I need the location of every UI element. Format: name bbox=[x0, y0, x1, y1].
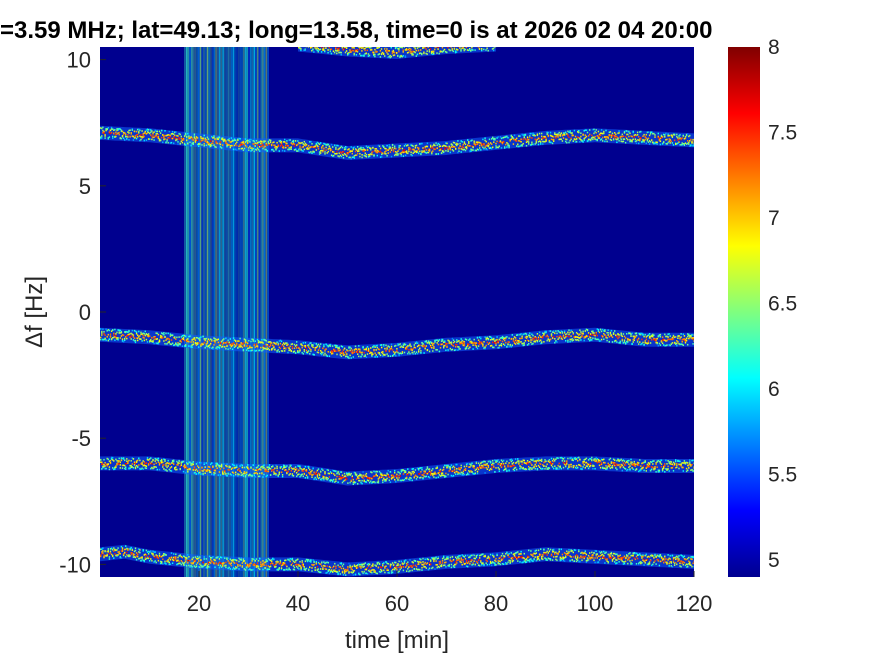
colorbar-tick-label: 5.5 bbox=[768, 463, 797, 486]
y-tick-label: 10 bbox=[67, 48, 91, 73]
x-tick-label: 80 bbox=[484, 591, 508, 616]
x-axis-title: time [min] bbox=[345, 627, 449, 654]
signal-band bbox=[100, 544, 694, 577]
x-tick-label: 40 bbox=[286, 591, 310, 616]
y-tick-label: -10 bbox=[59, 552, 91, 577]
x-tick-label: 60 bbox=[385, 591, 409, 616]
interference-region bbox=[184, 47, 269, 577]
colorbar-tick-label: 6 bbox=[768, 378, 780, 401]
signal-band bbox=[100, 125, 694, 160]
colorbar-tick-label: 7.5 bbox=[768, 122, 797, 145]
y-tick-label: 5 bbox=[79, 174, 91, 199]
signal-band bbox=[100, 456, 694, 486]
signal-band bbox=[298, 47, 497, 59]
colorbar-tick-label: 8 bbox=[768, 36, 780, 59]
y-tick-label: -5 bbox=[71, 426, 91, 451]
colorbar bbox=[728, 47, 760, 577]
colorbar-ticks: 5 5.5 6 6.5 7 7.5 8 bbox=[768, 36, 797, 572]
y-tick-label: 0 bbox=[79, 300, 91, 325]
spectrogram-data bbox=[100, 47, 694, 577]
y-axis-title: Δf [Hz] bbox=[21, 276, 48, 348]
colorbar-tick-label: 6.5 bbox=[768, 293, 797, 316]
x-tick-label: 20 bbox=[187, 591, 211, 616]
chart-title: =3.59 MHz; lat=49.13; long=13.58, time=0… bbox=[0, 17, 712, 44]
colorbar-tick-label: 7 bbox=[768, 207, 780, 230]
x-tick-label: 100 bbox=[577, 591, 614, 616]
x-axis: 20 40 60 80 100 120 bbox=[187, 571, 713, 616]
x-tick-label: 120 bbox=[676, 591, 713, 616]
y-axis: -10 -5 0 5 10 bbox=[59, 48, 106, 577]
colorbar-tick-label: 5 bbox=[768, 549, 780, 572]
signal-band bbox=[100, 327, 694, 360]
